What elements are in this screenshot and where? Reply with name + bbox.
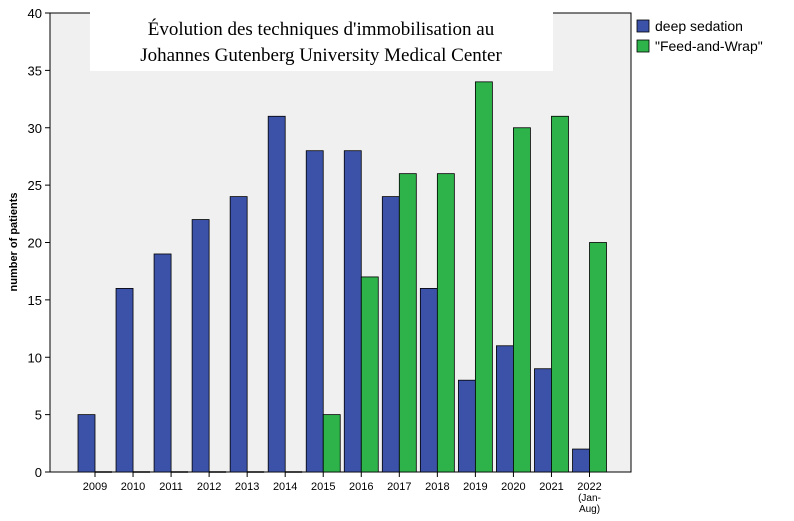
bar-feed-and-wrap (551, 115, 569, 473)
bar-deep-sedation (343, 150, 362, 473)
x-tick-label: 2010 (121, 481, 145, 493)
x-tick-label: 2018 (425, 481, 449, 493)
bar-deep-sedation (496, 345, 514, 473)
bars (77, 81, 607, 473)
x-tick-label: 2019 (463, 481, 487, 493)
bar-feed-and-wrap (474, 81, 493, 473)
chart-title-line-1: Évolution des techniques d'immobilisatio… (148, 18, 495, 40)
y-tick-label: 30 (28, 121, 42, 136)
legend-label: "Feed-and-Wrap" (655, 38, 763, 54)
y-tick-label: 35 (28, 63, 42, 78)
legend-label: deep sedation (655, 18, 743, 34)
y-axis-ticks: 0 5 10 15 20 25 30 35 40 (28, 6, 50, 480)
x-tick-label: 2015 (311, 481, 335, 493)
x-tick-note: (Jan-Aug) (578, 493, 601, 515)
legend: deep sedation "Feed-and-Wrap" (636, 18, 763, 54)
bar-deep-sedation (457, 379, 476, 473)
x-axis-ticks: 2009 2010 2011 2012 2013 2014 2015 2016 2017 2018… (83, 472, 602, 515)
bar-deep-sedation (267, 115, 286, 473)
y-tick-label: 10 (28, 350, 42, 365)
bar-feed-and-wrap (398, 173, 417, 473)
legend-swatch (636, 19, 650, 33)
bar-feed-and-wrap (513, 127, 531, 473)
chart-title-line-2: Johannes Gutenberg University Medical Ce… (140, 45, 502, 66)
bar-feed-and-wrap (322, 414, 341, 473)
bar-deep-sedation (229, 196, 248, 473)
bar-deep-sedation (419, 287, 438, 473)
bar-deep-sedation (115, 287, 134, 473)
title-background (90, 12, 553, 71)
bar-feed-and-wrap (436, 173, 455, 473)
y-tick-label: 20 (28, 236, 42, 251)
y-tick-label: 25 (28, 178, 42, 193)
bar-feed-and-wrap (589, 242, 607, 473)
x-tick-label: 2011 (159, 481, 183, 493)
x-tick-label: 2021 (539, 481, 563, 493)
bar-deep-sedation (572, 448, 590, 473)
bar-deep-sedation (191, 219, 210, 473)
y-tick-label: 15 (28, 293, 42, 308)
y-axis-label: number of patients (8, 192, 20, 291)
x-tick-label: 2014 (273, 481, 297, 493)
bar-deep-sedation (77, 414, 96, 473)
bar-deep-sedation (534, 368, 552, 473)
x-tick-label: 2020 (501, 481, 525, 493)
bar-deep-sedation (153, 253, 172, 473)
bar-feed-and-wrap (360, 276, 379, 473)
x-tick-label: 2013 (235, 481, 259, 493)
bar-deep-sedation (381, 196, 400, 473)
x-tick-label: 2017 (387, 481, 411, 493)
y-tick-label: 40 (28, 6, 42, 21)
x-tick-label: 2022 (577, 481, 601, 493)
x-tick-label: 2009 (83, 481, 107, 493)
x-tick-label: 2012 (197, 481, 221, 493)
y-tick-label: 5 (35, 408, 42, 423)
x-tick-label: 2016 (349, 481, 373, 493)
y-tick-label: 0 (35, 465, 42, 480)
bar-deep-sedation (305, 150, 324, 473)
legend-swatch (636, 39, 650, 53)
